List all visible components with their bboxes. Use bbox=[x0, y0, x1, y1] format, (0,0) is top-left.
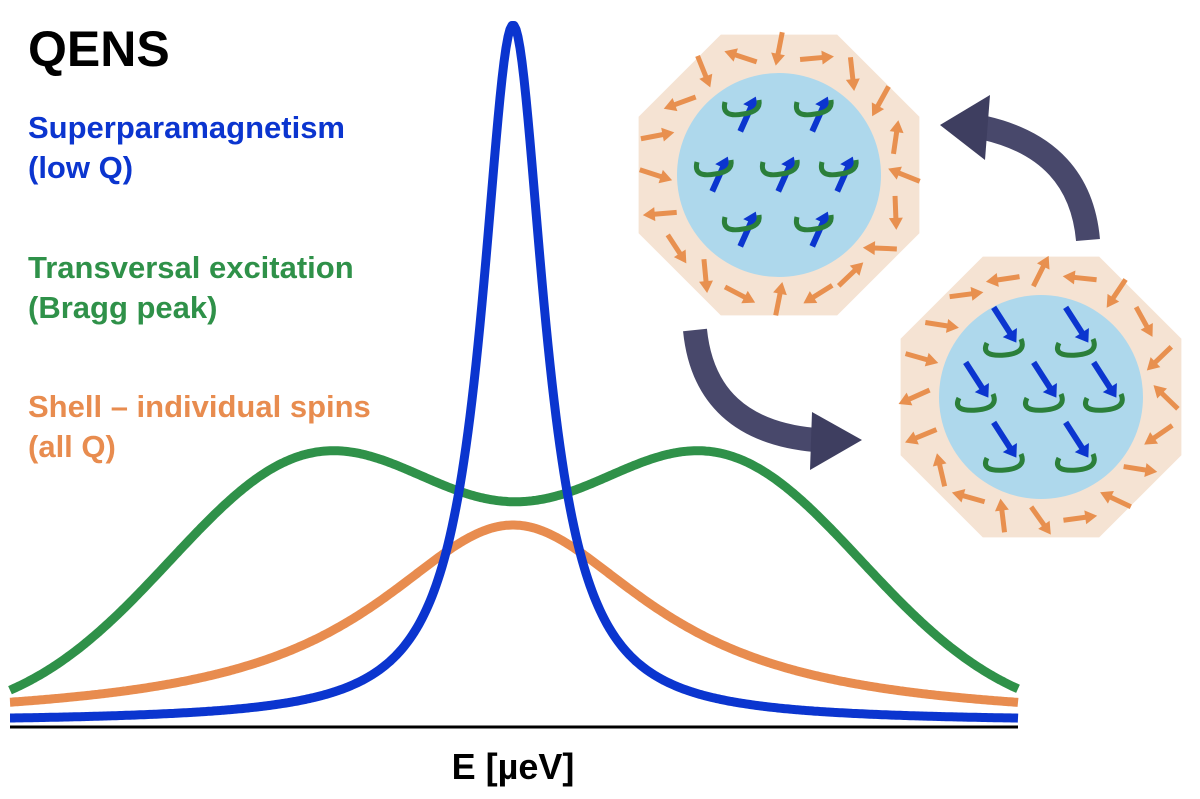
shell-spin-arrow-icon bbox=[1031, 255, 1050, 288]
spin-arrow-icon bbox=[963, 360, 989, 398]
spin-arrow-icon bbox=[991, 305, 1017, 343]
core-spin-icon bbox=[721, 96, 762, 133]
shell-spin-arrow-icon bbox=[799, 50, 834, 65]
spin-arrow-icon bbox=[1063, 305, 1089, 343]
core-spin-icon bbox=[721, 211, 762, 248]
shell-spin-arrow-icon bbox=[1029, 505, 1051, 535]
core-spin-icon bbox=[1055, 420, 1097, 473]
shell-spin-arrow-icon bbox=[771, 31, 785, 66]
shell-spin-arrow-icon bbox=[1146, 345, 1174, 371]
shell-spin-arrow-icon bbox=[898, 387, 931, 406]
shell-spin-arrow-icon bbox=[1100, 491, 1132, 509]
core-spin-icon bbox=[983, 420, 1025, 473]
green-curve bbox=[7, 446, 1021, 695]
shell-spin-arrow-icon bbox=[924, 318, 959, 333]
shell-spin-arrow-icon bbox=[1123, 463, 1158, 477]
transition-arrow-up-icon bbox=[940, 95, 1100, 242]
shell-spin-arrow-icon bbox=[905, 427, 938, 445]
legend-label: Superparamagnetism bbox=[28, 110, 345, 145]
shell-spin-arrow-icon bbox=[889, 120, 904, 155]
shell-spin-arrow-icon bbox=[1144, 423, 1174, 445]
figure-title: QENS bbox=[28, 21, 170, 77]
legend-sublabel: (low Q) bbox=[28, 150, 134, 185]
legend-sublabel: (all Q) bbox=[28, 429, 116, 464]
spin-arrow-icon bbox=[1063, 420, 1089, 458]
shell-spin-arrow-icon bbox=[904, 351, 939, 367]
core-spin-icon bbox=[955, 360, 997, 413]
shell-spin-arrow-icon bbox=[640, 127, 675, 142]
core-spin-icon bbox=[793, 211, 834, 248]
shell-spin-arrow-icon bbox=[932, 453, 948, 487]
shell-spin-arrow-icon bbox=[665, 233, 687, 264]
core bbox=[939, 295, 1143, 499]
core-spin-icon bbox=[1023, 360, 1065, 413]
core-spin-icon bbox=[693, 156, 734, 193]
core-spin-icon bbox=[759, 156, 800, 193]
shell-spin-arrow-icon bbox=[773, 282, 787, 316]
core-spin-icon bbox=[1055, 305, 1097, 358]
shell-spin-arrow-icon bbox=[639, 167, 673, 184]
shell-spin-arrow-icon bbox=[723, 284, 756, 304]
nanoparticle-state-2 bbox=[898, 255, 1182, 538]
spectra bbox=[7, 21, 1021, 723]
shell-spin-arrow-icon bbox=[994, 498, 1009, 533]
orange-curve bbox=[7, 520, 1021, 707]
legend-transversal-excitation: Transversal excitation (Bragg peak) bbox=[28, 248, 354, 328]
legend-shell-spins: Shell – individual spins (all Q) bbox=[28, 387, 371, 467]
nanoparticle-state-1 bbox=[638, 31, 921, 316]
core-spin-icon bbox=[793, 96, 834, 133]
shell-spin-arrow-icon bbox=[1062, 270, 1097, 285]
shell-spin-arrow-icon bbox=[871, 85, 891, 117]
shell-spin-arrow-icon bbox=[1153, 385, 1180, 411]
shell-spin-arrow-icon bbox=[951, 489, 986, 505]
core-spin-icon bbox=[818, 156, 859, 193]
shell-spin-arrow-icon bbox=[803, 283, 834, 304]
shell-spin-arrow-icon bbox=[695, 54, 713, 88]
legend-label: Shell – individual spins bbox=[28, 389, 371, 424]
shell-spin-arrow-icon bbox=[836, 262, 864, 288]
shell-spin-arrow-icon bbox=[845, 56, 860, 92]
x-axis-label: E [µeV] bbox=[451, 746, 575, 787]
legend-sublabel: (Bragg peak) bbox=[28, 290, 218, 325]
blue-curve bbox=[7, 21, 1021, 723]
spin-arrow-icon bbox=[1031, 360, 1057, 398]
shell-spin-arrow-icon bbox=[1133, 305, 1153, 337]
shell-spin-arrow-icon bbox=[1106, 278, 1128, 308]
core-spin-icon bbox=[1083, 360, 1125, 413]
shell-spin-arrow-icon bbox=[642, 207, 677, 222]
shell-spin-arrow-icon bbox=[985, 272, 1020, 287]
shell-spin-arrow-icon bbox=[888, 195, 903, 230]
shell-spin-arrow-icon bbox=[1063, 510, 1098, 525]
legend-superparamagnetism: Superparamagnetism (low Q) bbox=[28, 108, 345, 188]
shell-spin-arrow-icon bbox=[888, 166, 921, 184]
shell-spin-arrow-icon bbox=[949, 286, 984, 301]
transition-arrow-down-icon bbox=[683, 328, 862, 470]
shell-spin-arrow-icon bbox=[862, 241, 897, 256]
shell-spin-arrow-icon bbox=[663, 94, 697, 112]
spin-arrow-icon bbox=[1091, 360, 1117, 398]
core-spin-icon bbox=[983, 305, 1025, 358]
spin-arrow-icon bbox=[991, 420, 1017, 458]
shell-spin-arrow-icon bbox=[724, 48, 758, 65]
legend-label: Transversal excitation bbox=[28, 250, 354, 285]
shell-spin-arrow-icon bbox=[699, 258, 713, 294]
